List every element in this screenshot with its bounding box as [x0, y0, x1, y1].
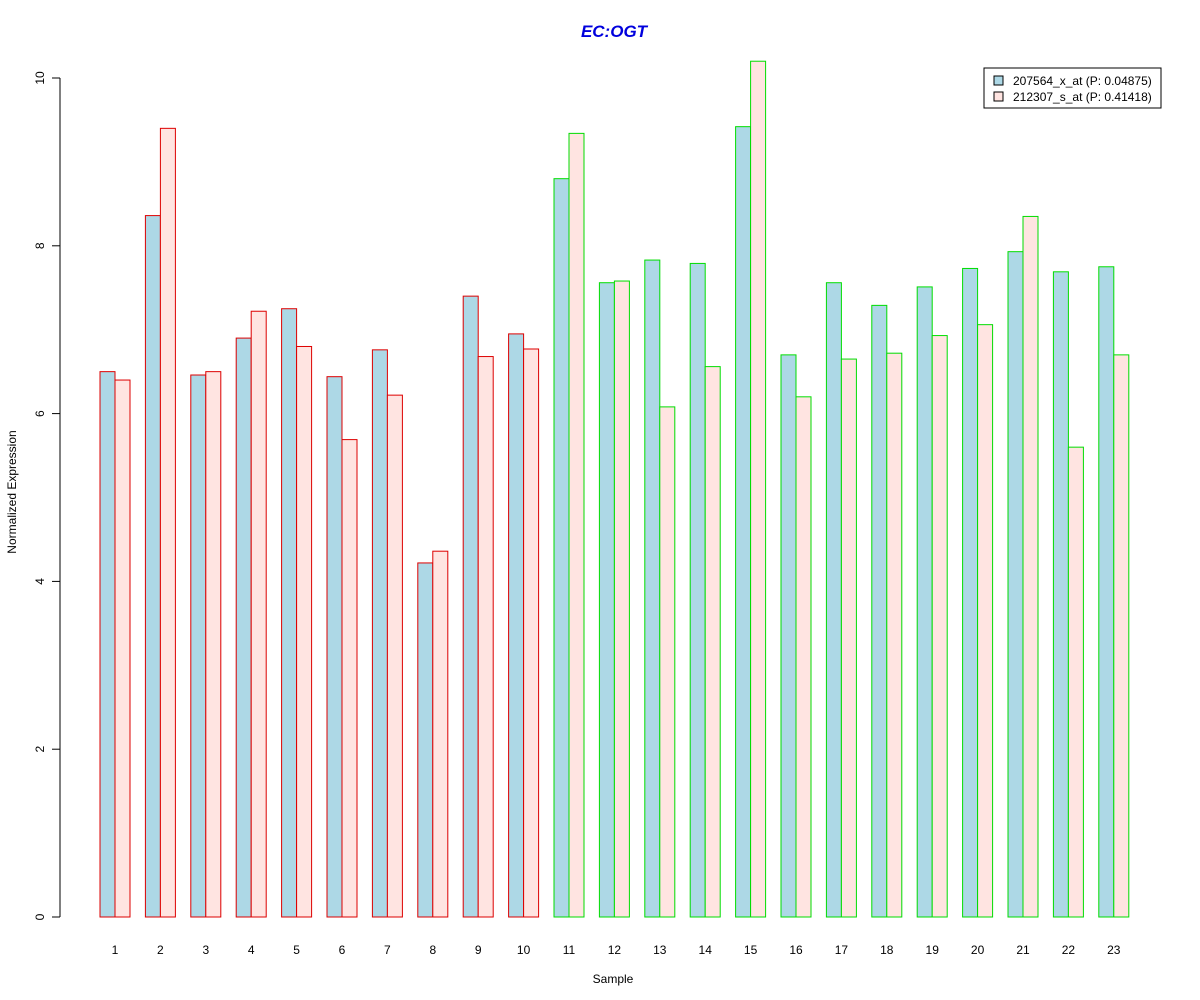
legend-label-series-1: 207564_x_at (P: 0.04875)	[1013, 74, 1152, 88]
x-tick-label: 17	[835, 943, 849, 957]
y-tick-label: 6	[33, 410, 47, 417]
x-tick-label: 16	[789, 943, 803, 957]
legend-label-series-2: 212307_s_at (P: 0.41418)	[1013, 90, 1152, 104]
bar-sample-3-series-2	[205, 371, 222, 918]
bar-sample-23-series-1	[1098, 266, 1115, 918]
bar-sample-22-series-2	[1067, 446, 1084, 918]
bar-sample-21-series-2	[1022, 215, 1039, 918]
x-axis-label: Sample	[593, 972, 634, 986]
bar-sample-21-series-1	[1007, 251, 1024, 918]
x-tick-label: 7	[384, 943, 391, 957]
bar-sample-2-series-2	[159, 127, 176, 918]
y-axis-ticks: 0 2 4 6 8 10	[33, 71, 60, 920]
bar-sample-9-series-1	[462, 295, 479, 918]
x-tick-label: 19	[926, 943, 940, 957]
x-tick-label: 14	[699, 943, 713, 957]
x-tick-label: 11	[563, 943, 576, 957]
bar-sample-13-series-1	[644, 259, 661, 918]
bar-sample-7-series-2	[386, 394, 403, 918]
bar-sample-5-series-2	[296, 345, 313, 918]
bar-sample-8-series-1	[417, 562, 434, 918]
bar-sample-1-series-2	[114, 379, 131, 918]
bar-sample-4-series-2	[250, 310, 267, 918]
x-tick-label: 21	[1016, 943, 1030, 957]
bar-sample-22-series-1	[1052, 271, 1069, 918]
legend-swatch-series-2	[993, 91, 1004, 102]
bar-sample-10-series-1	[508, 333, 525, 918]
x-tick-label: 1	[112, 943, 119, 957]
bar-sample-20-series-2	[977, 324, 994, 918]
bar-sample-15-series-1	[735, 126, 752, 918]
bar-sample-9-series-2	[477, 356, 494, 918]
bar-sample-19-series-2	[931, 335, 948, 918]
x-tick-label: 2	[157, 943, 164, 957]
bar-groups	[99, 60, 1130, 918]
x-tick-label: 15	[744, 943, 758, 957]
bar-sample-19-series-1	[916, 286, 933, 918]
bar-sample-18-series-1	[871, 304, 888, 918]
bar-sample-1-series-1	[99, 371, 116, 918]
bar-sample-5-series-1	[281, 308, 298, 918]
x-tick-label: 8	[429, 943, 436, 957]
x-tick-label: 9	[475, 943, 482, 957]
bar-sample-17-series-1	[825, 282, 842, 918]
x-tick-label: 6	[339, 943, 346, 957]
bar-sample-12-series-2	[613, 280, 630, 918]
bar-sample-20-series-1	[962, 267, 979, 918]
bar-sample-13-series-2	[659, 406, 676, 918]
x-tick-label: 23	[1107, 943, 1121, 957]
bar-sample-8-series-2	[432, 550, 449, 918]
bar-sample-7-series-1	[371, 349, 388, 918]
x-tick-label: 20	[971, 943, 985, 957]
x-tick-label: 10	[517, 943, 531, 957]
bar-sample-11-series-2	[568, 132, 585, 918]
bar-sample-17-series-2	[840, 358, 857, 918]
bar-sample-15-series-2	[750, 60, 767, 918]
y-tick-label: 2	[33, 746, 47, 753]
x-tick-label: 22	[1062, 943, 1076, 957]
bar-sample-11-series-1	[553, 178, 570, 918]
bar-sample-23-series-2	[1113, 354, 1130, 918]
x-tick-label: 12	[608, 943, 622, 957]
y-tick-label: 10	[33, 71, 47, 85]
legend-swatch-series-1	[993, 75, 1004, 86]
x-tick-label: 18	[880, 943, 894, 957]
bar-sample-6-series-1	[326, 376, 343, 918]
y-tick-label: 4	[33, 578, 47, 585]
bar-sample-2-series-1	[144, 215, 161, 918]
bar-sample-6-series-2	[341, 439, 358, 918]
bar-sample-14-series-1	[689, 262, 706, 918]
legend-box	[983, 67, 1162, 109]
y-axis-label: Normalized Expression	[5, 430, 19, 553]
y-tick-label: 8	[33, 242, 47, 249]
legend: 207564_x_at (P: 0.04875) 212307_s_at (P:…	[983, 67, 1162, 109]
bar-sample-16-series-2	[795, 396, 812, 918]
chart-title: EC:OGT	[581, 22, 649, 41]
bar-sample-16-series-1	[780, 354, 797, 918]
bar-sample-14-series-2	[704, 366, 721, 918]
x-tick-label: 4	[248, 943, 255, 957]
x-tick-label: 3	[202, 943, 209, 957]
x-tick-label: 13	[653, 943, 667, 957]
bar-sample-3-series-1	[190, 374, 207, 918]
bar-sample-4-series-1	[235, 337, 252, 918]
bar-sample-10-series-2	[523, 348, 540, 918]
bar-sample-18-series-2	[886, 352, 903, 918]
y-tick-label: 0	[33, 913, 47, 920]
bar-sample-12-series-1	[598, 282, 615, 918]
x-tick-label: 5	[293, 943, 300, 957]
x-axis-tick-labels: 1 2 3 4 5 6 7 8 9 10 11 12 13 14 15 16 17 18 19 20 21 22 23	[112, 943, 1121, 957]
